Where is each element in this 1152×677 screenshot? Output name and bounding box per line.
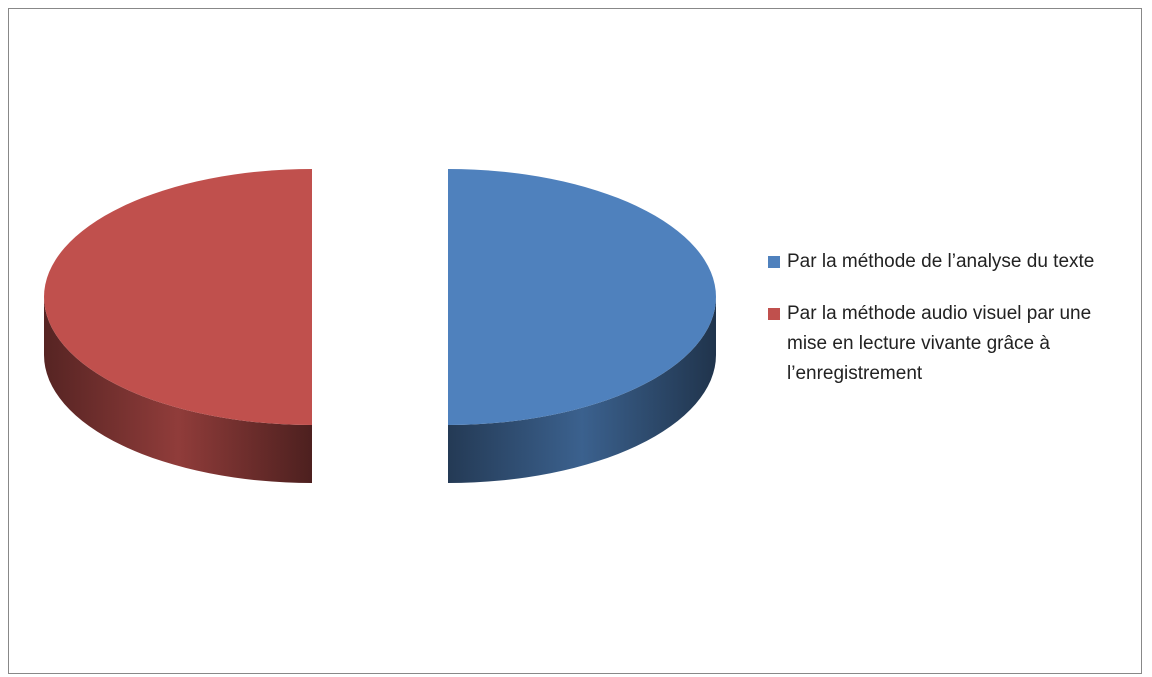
legend-label: Par la méthode audio visuel par une mise…: [787, 303, 1092, 384]
slice-side: [44, 297, 312, 483]
slice-top: [448, 169, 716, 425]
chart-frame: [8, 8, 1142, 674]
legend-label: Par la méthode de l’analyse du texte: [787, 251, 1095, 272]
legend: Par la méthode de l’analyse du texte Par …: [768, 247, 1128, 411]
legend-entry: Par la méthode audio visuel par une mise…: [768, 299, 1128, 389]
slice-side: [448, 297, 716, 483]
legend-entry: Par la méthode de l’analyse du texte: [768, 247, 1128, 277]
legend-swatch: [768, 308, 780, 320]
slice-top: [44, 169, 312, 425]
legend-swatch: [768, 256, 780, 268]
